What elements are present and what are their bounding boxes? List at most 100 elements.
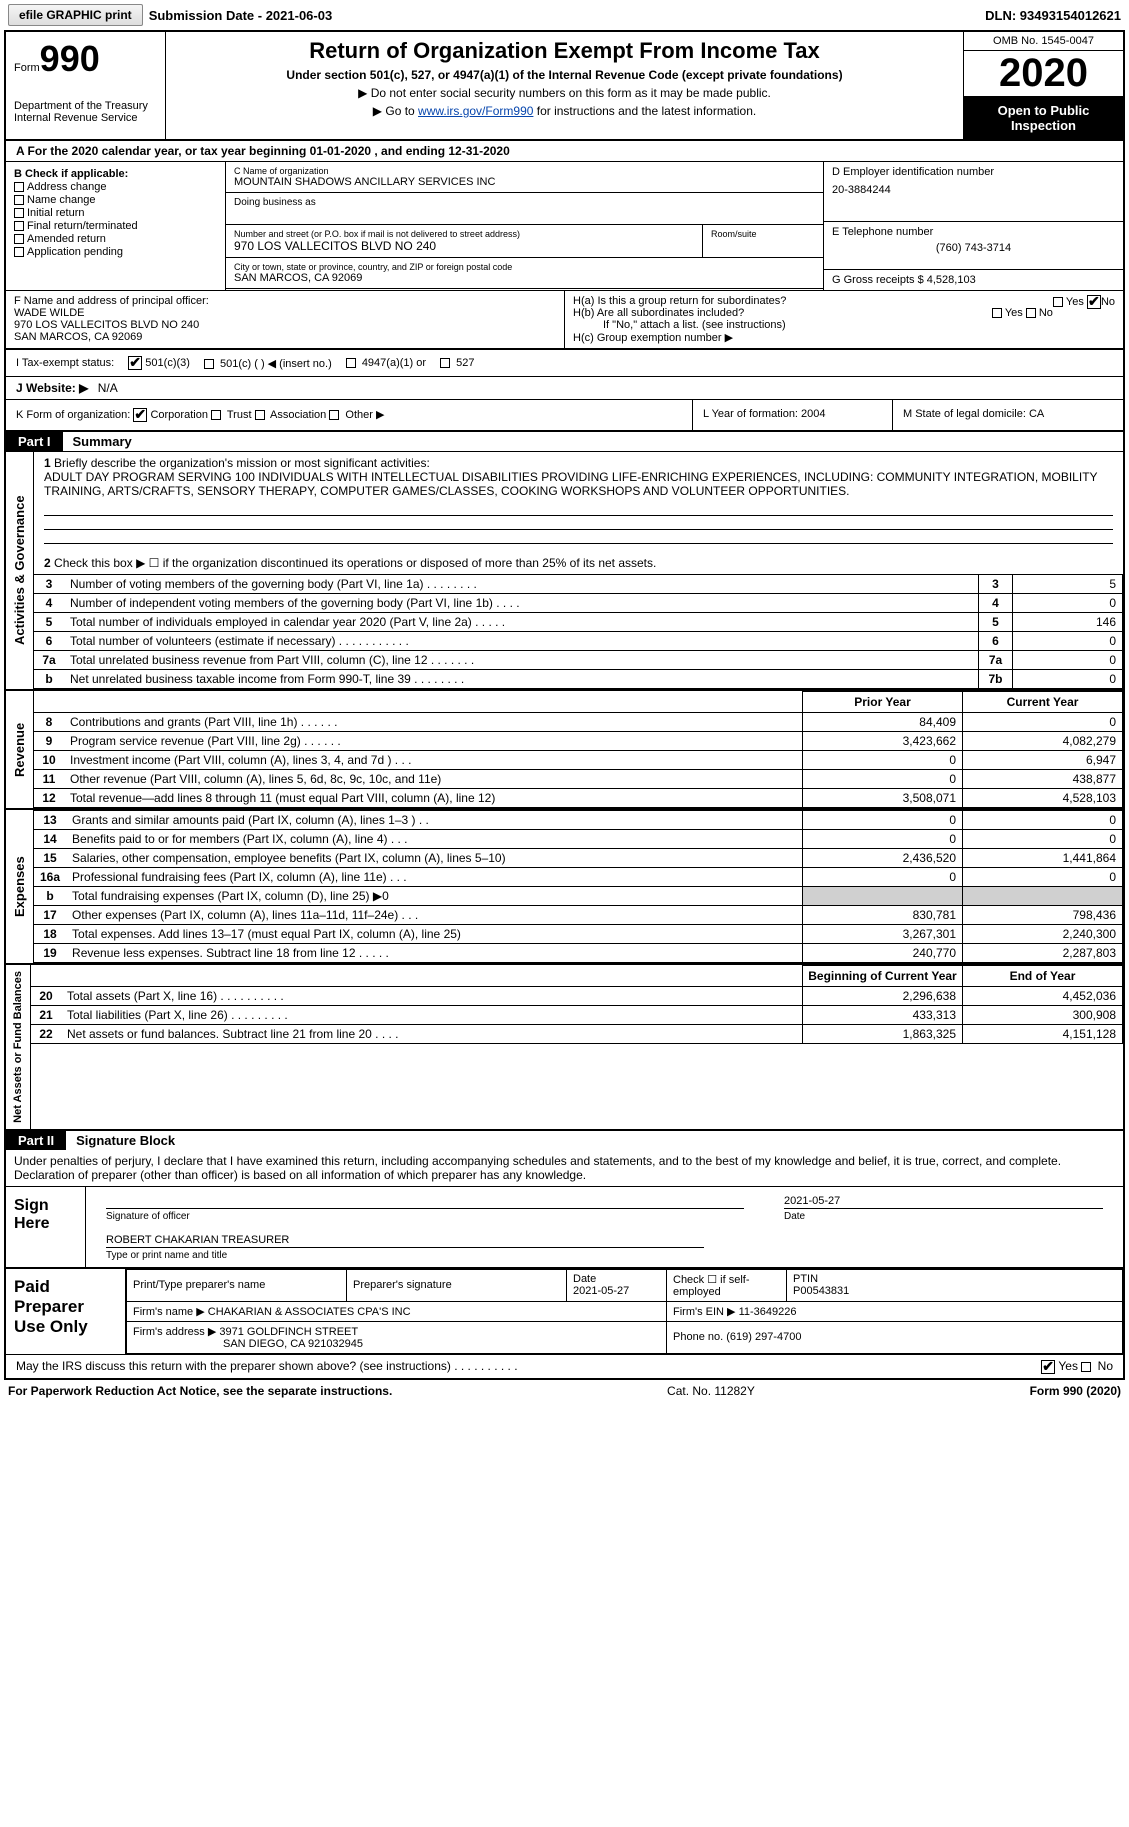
city-cell: City or town, state or province, country… [226,258,823,289]
exp-table: 13Grants and similar amounts paid (Part … [34,810,1123,963]
paid-preparer-block: Paid Preparer Use Only Print/Type prepar… [6,1268,1123,1354]
form-subtitle: Under section 501(c), 527, or 4947(a)(1)… [172,68,957,82]
b-item-0: Address change [14,181,217,193]
top-bar: efile GRAPHIC print Submission Date - 20… [0,0,1129,30]
no-label: No [1101,296,1115,308]
firm-ein-label: Firm's EIN ▶ [673,1306,736,1318]
dba-cell: Doing business as [226,193,823,225]
ein-cell: D Employer identification number 20-3884… [824,162,1123,222]
501c3-checkbox[interactable] [128,356,142,370]
section-h: H(a) Is this a group return for subordin… [565,291,1123,348]
city-label: City or town, state or province, country… [234,262,815,272]
discuss-no-checkbox[interactable] [1081,1362,1091,1372]
501c-checkbox[interactable] [204,359,214,369]
ha-yes-checkbox[interactable] [1053,297,1063,307]
officer-sig-line[interactable] [106,1193,744,1209]
cat-number: Cat. No. 11282Y [392,1384,1029,1398]
address: 970 LOS VALLECITOS BLVD NO 240 [234,239,694,253]
501c3-opt: 501(c)(3) [128,356,190,370]
b-item-5: Application pending [14,246,217,258]
b-checkbox-2[interactable] [14,208,24,218]
form-title: Return of Organization Exempt From Incom… [172,38,957,64]
4947-checkbox[interactable] [346,358,356,368]
4947-opt: 4947(a)(1) or [346,357,426,369]
firm-ein: 11-3649226 [739,1306,797,1318]
527-checkbox[interactable] [440,358,450,368]
form-990: Form990 Department of the Treasury Inter… [4,30,1125,1380]
officer-name-line: ROBERT CHAKARIAN TREASURER [106,1232,704,1248]
prep-date: 2021-05-27 [573,1285,629,1297]
note-ssn: ▶ Do not enter social security numbers o… [172,86,957,100]
h-a-label: H(a) Is this a group return for subordin… [573,295,786,307]
net-side: Net Assets or Fund Balances [6,965,31,1129]
rev-side: Revenue [6,691,34,808]
firm-addr: 3971 GOLDFINCH STREET [219,1326,358,1338]
part1-title: Summary [63,432,142,451]
discuss-yn: Yes No [1041,1359,1113,1374]
perjury-text: Under penalties of perjury, I declare th… [6,1150,1123,1186]
omb-number: OMB No. 1545-0047 [964,32,1123,51]
header-mid: Return of Organization Exempt From Incom… [166,32,963,139]
website-row: J Website: ▶ N/A [6,377,1123,400]
f-label: F Name and address of principal officer: [14,295,556,307]
yes-label-2: Yes [1005,307,1023,319]
irs-link[interactable]: www.irs.gov/Form990 [418,104,533,118]
room-label: Room/suite [711,229,815,239]
k-checkbox-1[interactable] [211,410,221,420]
header-left: Form990 Department of the Treasury Inter… [6,32,166,139]
b-item-4: Amended return [14,233,217,245]
blank-line-1 [44,502,1113,516]
hb-no-checkbox[interactable] [1026,308,1036,318]
officer-h-row: F Name and address of principal officer:… [6,290,1123,349]
k-checkbox-0[interactable] [133,408,147,422]
line1-text: Briefly describe the organization's miss… [54,456,430,470]
b-checkbox-4[interactable] [14,234,24,244]
activities-governance-label: Activities & Governance [6,452,33,689]
h-b-label: H(b) Are all subordinates included? [573,307,744,319]
k-checkbox-2[interactable] [255,410,265,420]
line1-desc: ADULT DAY PROGRAM SERVING 100 INDIVIDUAL… [44,470,1097,498]
4947-label: 4947(a)(1) or [362,357,426,369]
main-info: B Check if applicable: Address changeNam… [6,162,1123,290]
address-cell: Number and street (or P.O. box if mail i… [226,225,823,258]
part2-title: Signature Block [66,1131,185,1150]
efile-print-button[interactable]: efile GRAPHIC print [8,4,143,26]
prior-year-header: Prior Year [803,692,963,713]
part1-content: 1 Briefly describe the organization's mi… [34,452,1123,689]
b-checkbox-0[interactable] [14,182,24,192]
dln-number: DLN: 93493154012621 [985,8,1121,23]
hb-yes-checkbox[interactable] [992,308,1002,318]
section-d-e-g: D Employer identification number 20-3884… [823,162,1123,290]
501c3-label: 501(c)(3) [145,357,190,369]
section-m: M State of legal domicile: CA [893,400,1123,430]
section-c: C Name of organization MOUNTAIN SHADOWS … [226,162,823,290]
b-checkbox-3[interactable] [14,221,24,231]
ptin-label: PTIN [793,1273,818,1285]
527-label: 527 [456,357,474,369]
prep-name-label: Print/Type preparer's name [133,1279,265,1291]
ha-no-checkbox[interactable] [1087,295,1101,309]
b-checkbox-1[interactable] [14,195,24,205]
sign-here-row: Sign Here Signature of officer 2021-05-2… [6,1186,1123,1268]
submission-date: Submission Date - 2021-06-03 [149,8,333,23]
officer-name: WADE WILDE [14,307,556,319]
firm-name-label: Firm's name ▶ [133,1306,205,1318]
k-checkbox-3[interactable] [329,410,339,420]
tax-year-row: A For the 2020 calendar year, or tax yea… [6,141,1123,162]
firm-city: SAN DIEGO, CA 921032945 [223,1338,363,1350]
j-label: J Website: ▶ [16,381,88,395]
b-checkbox-5[interactable] [14,247,24,257]
sig-date-label: Date [784,1211,1103,1222]
c-name-label: C Name of organization [234,166,815,176]
dba-label: Doing business as [234,197,815,208]
officer-sig-label: Signature of officer [106,1211,744,1222]
ptin: P00543831 [793,1285,849,1297]
sig-date: 2021-05-27 [784,1193,1103,1209]
firm-addr-label: Firm's address ▶ [133,1326,216,1338]
gov-side-label: Activities & Governance [6,452,34,689]
h-note: If "No," attach a list. (see instruction… [573,319,1115,331]
expenses-label: Expenses [6,810,33,963]
discuss-yes-checkbox[interactable] [1041,1360,1055,1374]
blank-line-3 [44,530,1113,544]
officer-addr: 970 LOS VALLECITOS BLVD NO 240 [14,319,556,331]
